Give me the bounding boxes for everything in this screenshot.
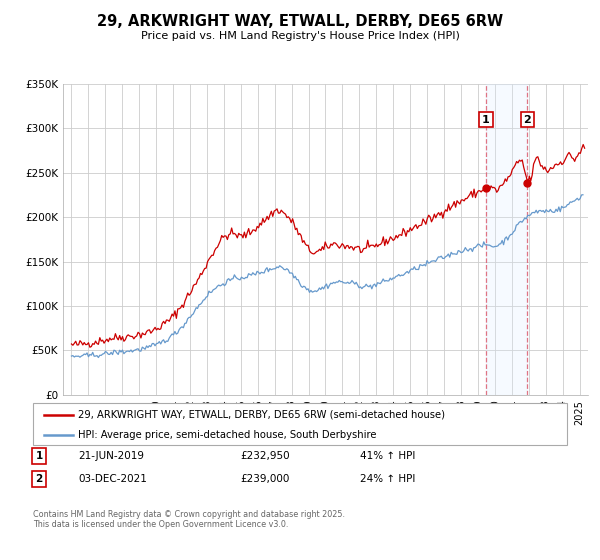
Text: HPI: Average price, semi-detached house, South Derbyshire: HPI: Average price, semi-detached house,… xyxy=(79,430,377,440)
Text: 29, ARKWRIGHT WAY, ETWALL, DERBY, DE65 6RW: 29, ARKWRIGHT WAY, ETWALL, DERBY, DE65 6… xyxy=(97,14,503,29)
FancyBboxPatch shape xyxy=(33,403,567,445)
Text: 1: 1 xyxy=(35,451,43,461)
Text: 2: 2 xyxy=(523,114,531,124)
Bar xyxy=(486,84,527,395)
Text: Contains HM Land Registry data © Crown copyright and database right 2025.
This d: Contains HM Land Registry data © Crown c… xyxy=(33,510,345,529)
Text: 1: 1 xyxy=(482,114,490,124)
Text: 29, ARKWRIGHT WAY, ETWALL, DERBY, DE65 6RW (semi-detached house): 29, ARKWRIGHT WAY, ETWALL, DERBY, DE65 6… xyxy=(79,410,445,420)
Text: 24% ↑ HPI: 24% ↑ HPI xyxy=(360,474,415,484)
Text: £232,950: £232,950 xyxy=(240,451,290,461)
Text: 21-JUN-2019: 21-JUN-2019 xyxy=(78,451,144,461)
Text: 03-DEC-2021: 03-DEC-2021 xyxy=(78,474,147,484)
Text: £239,000: £239,000 xyxy=(240,474,289,484)
Text: Price paid vs. HM Land Registry's House Price Index (HPI): Price paid vs. HM Land Registry's House … xyxy=(140,31,460,41)
Text: 41% ↑ HPI: 41% ↑ HPI xyxy=(360,451,415,461)
Text: 2: 2 xyxy=(35,474,43,484)
